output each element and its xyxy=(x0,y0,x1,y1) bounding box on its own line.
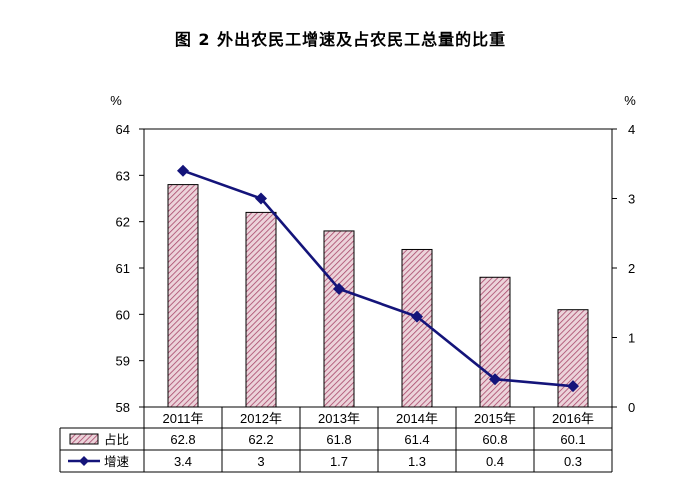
category-label: 2013年 xyxy=(318,411,360,426)
bar xyxy=(323,230,355,408)
right-axis-tick-label: 3 xyxy=(628,192,635,207)
right-axis-tick-label: 4 xyxy=(628,122,635,137)
category-label: 2011年 xyxy=(163,411,204,426)
left-axis-tick-label: 63 xyxy=(116,168,130,183)
category-label: 2016年 xyxy=(552,411,594,426)
left-axis-tick-label: 64 xyxy=(116,122,130,137)
bar xyxy=(401,248,433,408)
line-series xyxy=(182,169,574,388)
left-axis-tick-label: 60 xyxy=(116,307,130,322)
table-value-growth: 0.4 xyxy=(486,454,504,469)
left-axis-tick-label: 59 xyxy=(116,354,130,369)
left-axis-tick-label: 62 xyxy=(116,215,130,230)
table-value-growth: 3.4 xyxy=(174,454,192,469)
category-label: 2012年 xyxy=(240,411,282,426)
category-label: 2014年 xyxy=(396,411,438,426)
table-value-growth: 1.3 xyxy=(408,454,426,469)
table-value-share: 62.8 xyxy=(170,432,195,447)
legend-bar-swatch xyxy=(69,433,99,445)
table-value-growth: 1.7 xyxy=(330,454,348,469)
bar xyxy=(167,184,199,408)
legend-line-label: 增速 xyxy=(104,454,130,469)
plot-frame xyxy=(143,128,613,408)
right-axis-tick-label: 0 xyxy=(628,400,635,415)
right-axis-unit: % xyxy=(624,93,636,108)
line-point xyxy=(489,373,501,386)
table-value-share: 61.4 xyxy=(404,432,429,447)
left-axis-tick-label: 58 xyxy=(116,400,130,415)
table-value-share: 60.8 xyxy=(482,432,507,447)
bar xyxy=(557,309,589,408)
line-point xyxy=(411,310,423,323)
line-point xyxy=(177,164,189,177)
right-axis-tick-label: 1 xyxy=(628,331,635,346)
table-value-share: 62.2 xyxy=(248,432,273,447)
line-point xyxy=(567,380,579,393)
left-axis-unit: % xyxy=(110,93,122,108)
table-value-share: 60.1 xyxy=(560,432,585,447)
line-point xyxy=(333,282,345,295)
left-axis-tick-label: 61 xyxy=(116,261,130,276)
table-value-growth: 3 xyxy=(257,454,264,469)
category-label: 2015年 xyxy=(474,411,516,426)
table-value-share: 61.8 xyxy=(326,432,351,447)
legend-bar-label: 占比 xyxy=(104,432,129,447)
bar xyxy=(245,211,277,408)
right-axis-tick-label: 2 xyxy=(628,261,635,276)
table-value-growth: 0.3 xyxy=(564,454,582,469)
line-point xyxy=(255,192,267,205)
bar xyxy=(479,276,511,408)
chart-title: 图 2 外出农民工增速及占农民工总量的比重 xyxy=(174,30,507,49)
legend-line-marker xyxy=(79,456,89,466)
